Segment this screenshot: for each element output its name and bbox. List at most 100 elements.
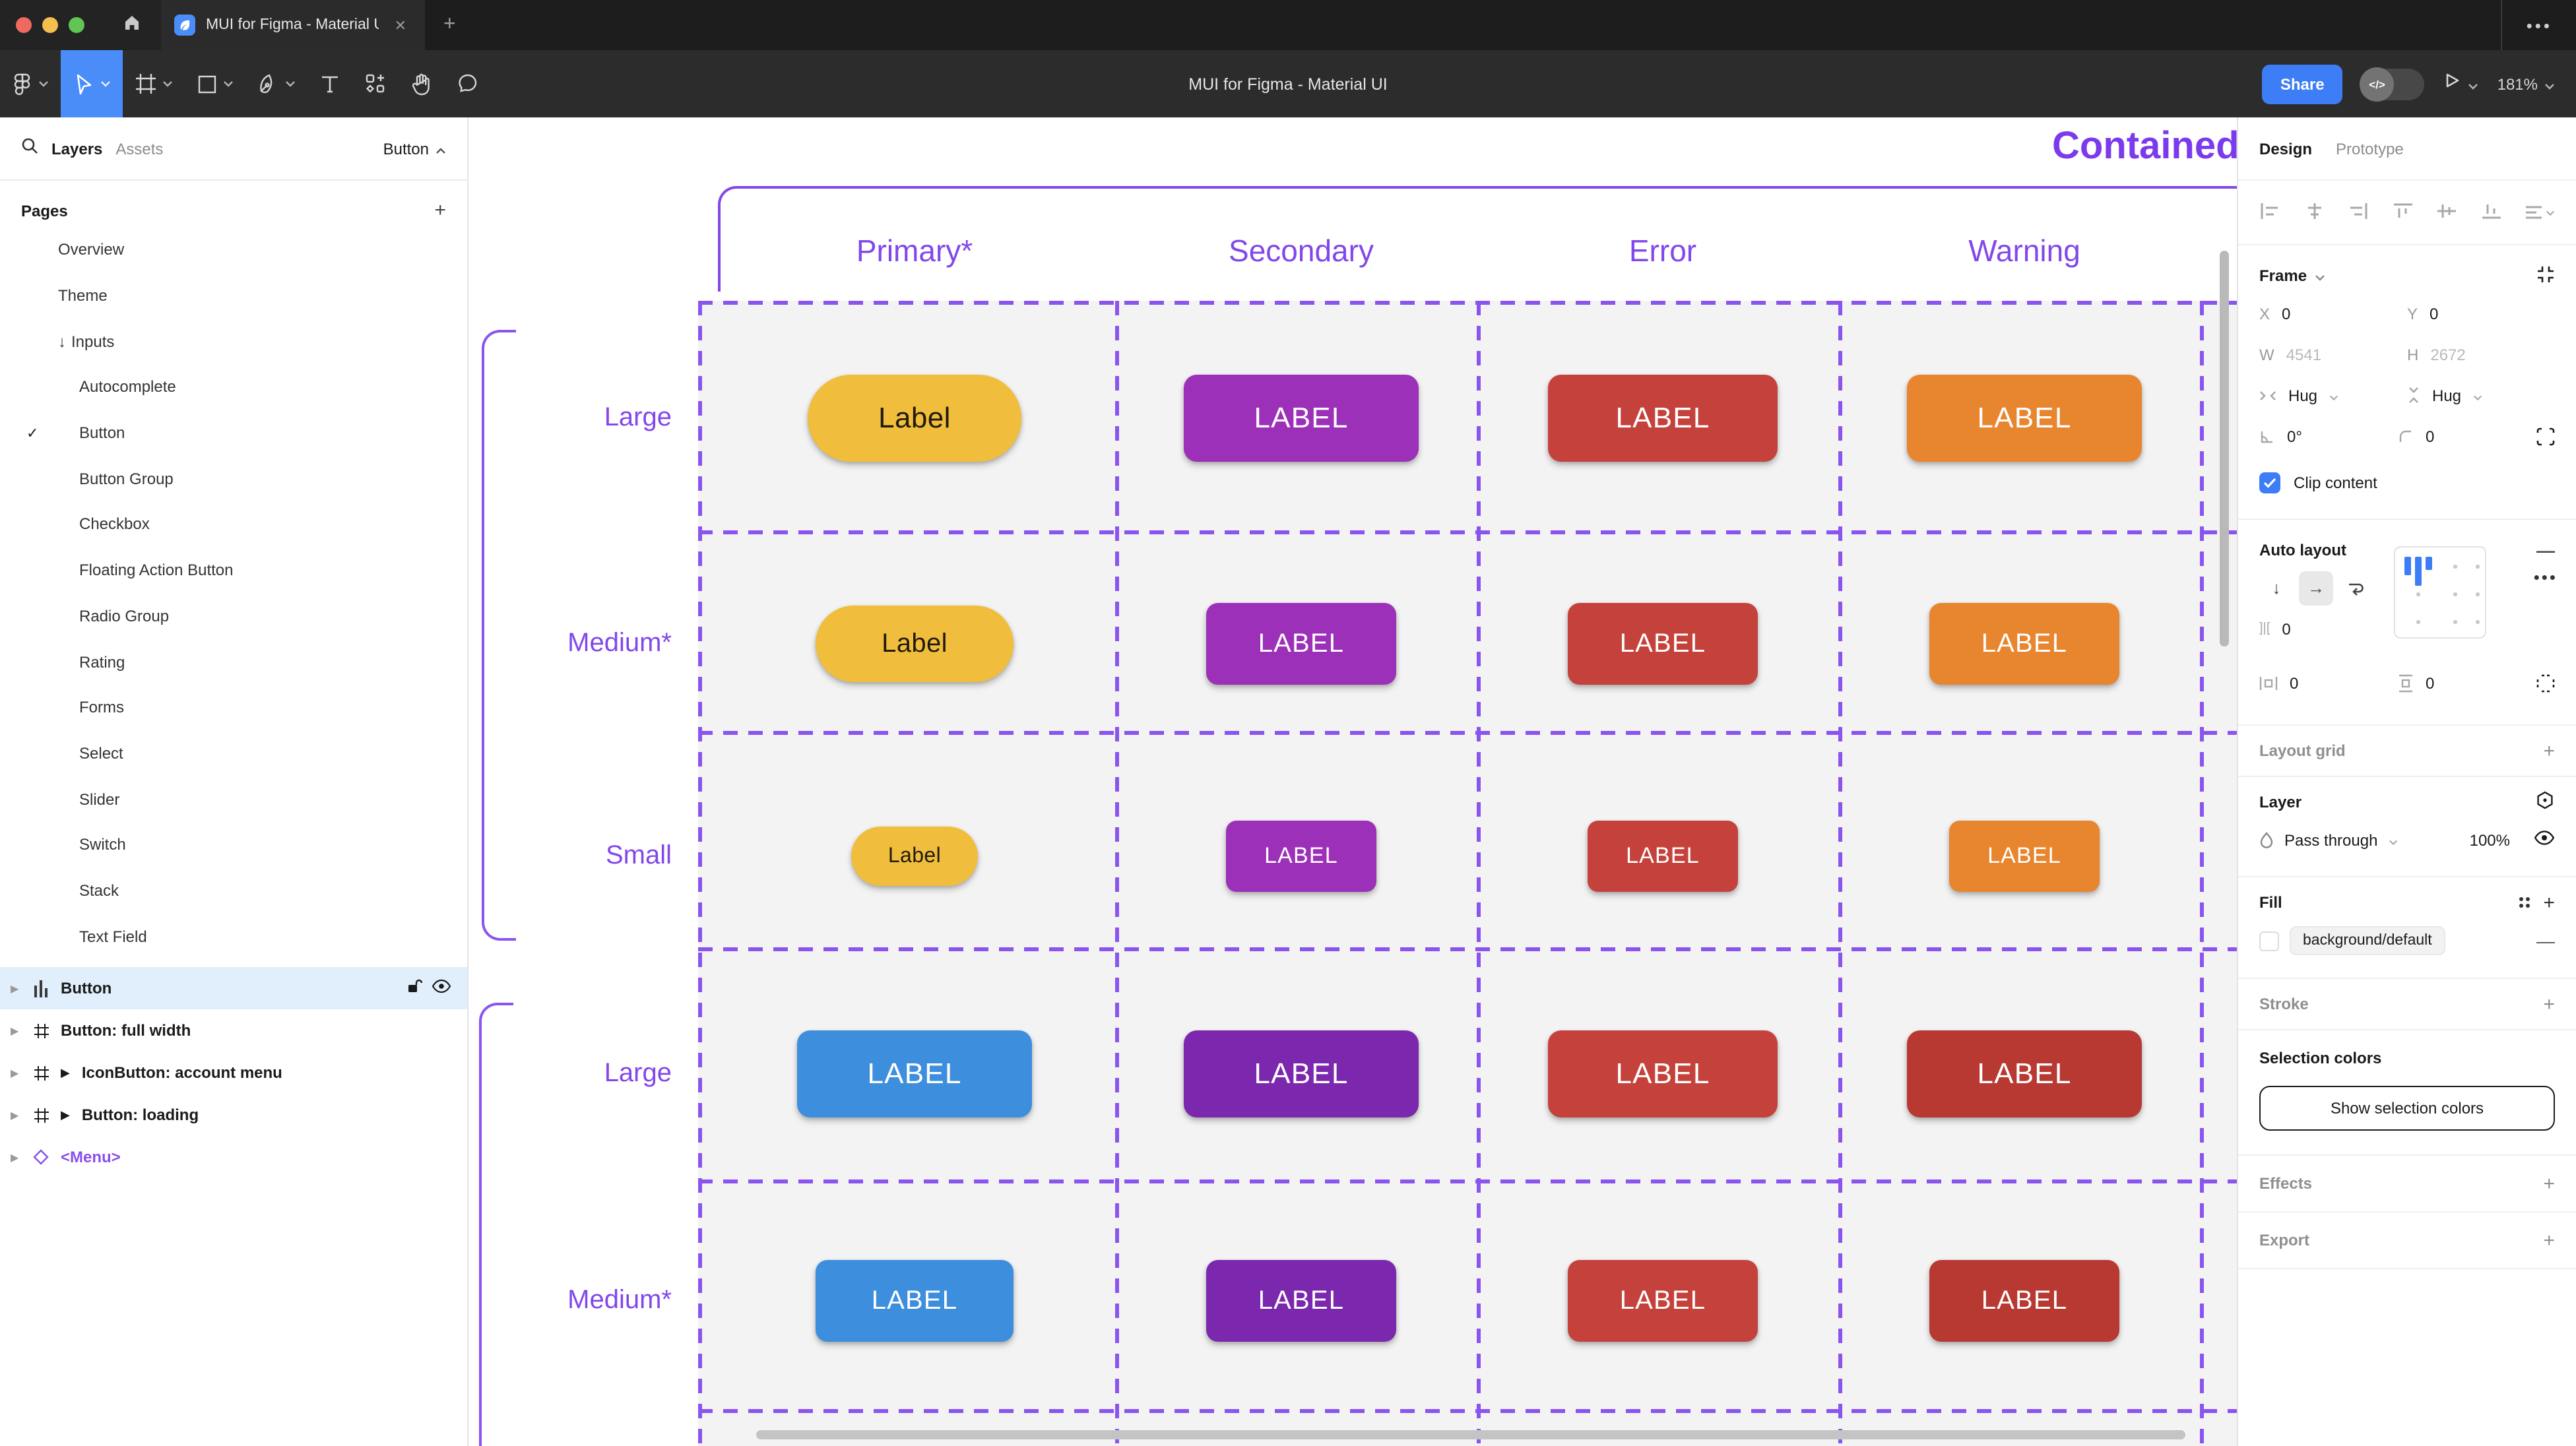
layer-row-menu-instance[interactable]: ▶ <Menu> [0, 1136, 467, 1178]
page-item-checkbox[interactable]: Checkbox [0, 501, 467, 547]
disclosure-triangle-icon[interactable]: ▶ [11, 1109, 19, 1121]
width-value[interactable]: 4541 [2286, 345, 2322, 363]
add-page-button[interactable]: + [434, 199, 446, 222]
button-sample[interactable]: Label [816, 606, 1014, 682]
rotation-value[interactable]: 0° [2287, 427, 2302, 445]
minimize-window-button[interactable] [42, 17, 58, 33]
page-item-slider[interactable]: Slider [0, 776, 467, 822]
disclosure-triangle-icon[interactable]: ▶ [11, 982, 19, 994]
align-bottom-icon[interactable] [2480, 201, 2501, 224]
close-window-button[interactable] [16, 17, 32, 33]
corner-radius-value[interactable]: 0 [2426, 427, 2435, 445]
pen-tool-button[interactable] [245, 50, 307, 117]
dev-mode-toggle[interactable]: </> [2360, 67, 2425, 101]
page-item-forms[interactable]: Forms [0, 685, 467, 730]
independent-corners-icon[interactable] [2536, 427, 2555, 445]
canvas-viewport[interactable]: Contained Primary* Secondary Error Warni… [468, 117, 2237, 1446]
clip-content-checkbox[interactable] [2259, 472, 2280, 493]
page-item-stack[interactable]: Stack [0, 867, 467, 913]
button-sample[interactable]: LABEL [797, 1030, 1032, 1117]
comment-tool-button[interactable] [445, 50, 491, 117]
tab-design[interactable]: Design [2259, 139, 2313, 158]
eye-icon[interactable] [2534, 830, 2555, 850]
button-sample[interactable]: LABEL [1184, 1030, 1419, 1117]
button-sample[interactable]: LABEL [1568, 603, 1758, 685]
main-menu-button[interactable] [0, 50, 61, 117]
add-effect-button[interactable]: + [2543, 1172, 2555, 1195]
shape-tool-button[interactable] [185, 50, 245, 117]
button-sample[interactable]: LABEL [1588, 821, 1738, 892]
align-vertical-center-icon[interactable] [2436, 201, 2457, 224]
vertical-scrollbar[interactable] [2220, 251, 2229, 646]
move-tool-button[interactable] [61, 50, 123, 117]
remove-fill-button[interactable]: — [2536, 930, 2555, 951]
horizontal-padding-value[interactable]: 0 [2290, 674, 2299, 692]
independent-padding-icon[interactable] [2536, 674, 2555, 692]
page-item-button[interactable]: ✓ Button [0, 410, 467, 456]
gap-value[interactable]: 0 [2282, 619, 2291, 638]
fill-styles-icon[interactable] [2519, 896, 2530, 908]
hand-tool-button[interactable] [399, 50, 445, 117]
button-sample[interactable]: Label [851, 827, 978, 886]
page-item-switch[interactable]: Switch [0, 822, 467, 867]
present-button[interactable] [2443, 71, 2479, 96]
collapse-frame-icon[interactable] [2536, 265, 2555, 287]
vertical-padding-value[interactable]: 0 [2426, 674, 2435, 692]
zoom-window-button[interactable] [69, 17, 84, 33]
button-sample[interactable]: LABEL [1226, 821, 1376, 892]
layout-wrap-button[interactable] [2338, 571, 2373, 605]
distribute-icon[interactable] [2525, 204, 2555, 220]
height-value[interactable]: 2672 [2430, 345, 2466, 363]
share-button[interactable]: Share [2261, 64, 2343, 104]
add-layout-grid-button[interactable]: + [2543, 739, 2555, 762]
button-sample[interactable]: LABEL [1548, 1030, 1778, 1117]
layout-vertical-button[interactable]: ↓ [2272, 578, 2281, 598]
horizontal-scrollbar[interactable] [756, 1430, 2185, 1439]
hug-vertical-value[interactable]: Hug [2432, 386, 2462, 404]
blend-mode-value[interactable]: Pass through [2284, 831, 2378, 849]
button-sample[interactable]: LABEL [1929, 603, 2119, 685]
button-sample[interactable]: LABEL [816, 1260, 1014, 1342]
home-button[interactable] [103, 0, 161, 50]
chevron-down-icon[interactable] [2315, 267, 2325, 285]
button-sample[interactable]: LABEL [1907, 1030, 2142, 1117]
component-tool-button[interactable] [352, 50, 399, 117]
disclosure-triangle-icon[interactable]: ▶ [11, 1067, 19, 1079]
add-stroke-button[interactable]: + [2543, 993, 2555, 1015]
text-tool-button[interactable] [307, 50, 352, 117]
button-sample[interactable]: Label [808, 375, 1021, 462]
new-tab-button[interactable]: + [443, 13, 456, 36]
button-sample[interactable]: LABEL [1568, 1260, 1758, 1342]
frame-tool-button[interactable] [123, 50, 185, 117]
button-sample[interactable]: LABEL [1206, 1260, 1396, 1342]
x-value[interactable]: 0 [2282, 304, 2291, 323]
alignment-grid-widget[interactable] [2394, 546, 2486, 639]
page-item-button-group[interactable]: Button Group [0, 456, 467, 501]
button-sample[interactable]: LABEL [1929, 1260, 2119, 1342]
page-item-text-field[interactable]: Text Field [0, 914, 467, 959]
disclosure-triangle-icon[interactable]: ▶ [11, 1151, 19, 1163]
page-item-inputs[interactable]: ↓ Inputs [0, 319, 467, 364]
fill-color-swatch[interactable] [2259, 931, 2279, 951]
disclosure-triangle-icon[interactable]: ▶ [11, 1024, 19, 1036]
add-fill-button[interactable]: + [2543, 891, 2555, 914]
layer-row-button-loading[interactable]: ▶ ▶ Button: loading [0, 1094, 467, 1136]
button-sample[interactable]: LABEL [1548, 375, 1778, 462]
add-export-button[interactable]: + [2543, 1229, 2555, 1251]
auto-layout-more-options[interactable]: ••• [2533, 567, 2558, 587]
align-horizontal-center-icon[interactable] [2303, 201, 2325, 224]
button-sample[interactable]: LABEL [1206, 603, 1396, 685]
opacity-value[interactable]: 100% [2469, 831, 2510, 849]
show-selection-colors-button[interactable]: Show selection colors [2259, 1086, 2555, 1131]
page-item-floating-action-button[interactable]: Floating Action Button [0, 548, 467, 593]
page-item-overview[interactable]: Overview [0, 227, 467, 272]
align-top-icon[interactable] [2392, 201, 2413, 224]
search-icon[interactable] [21, 137, 38, 160]
page-item-radio-group[interactable]: Radio Group [0, 593, 467, 639]
button-sample[interactable]: LABEL [1949, 821, 2100, 892]
align-left-icon[interactable] [2259, 201, 2280, 224]
eye-icon[interactable] [432, 979, 451, 997]
layer-row-iconbutton-account-menu[interactable]: ▶ ▶ IconButton: account menu [0, 1052, 467, 1094]
tab-prototype[interactable]: Prototype [2336, 139, 2404, 158]
unlock-icon[interactable] [405, 978, 423, 999]
